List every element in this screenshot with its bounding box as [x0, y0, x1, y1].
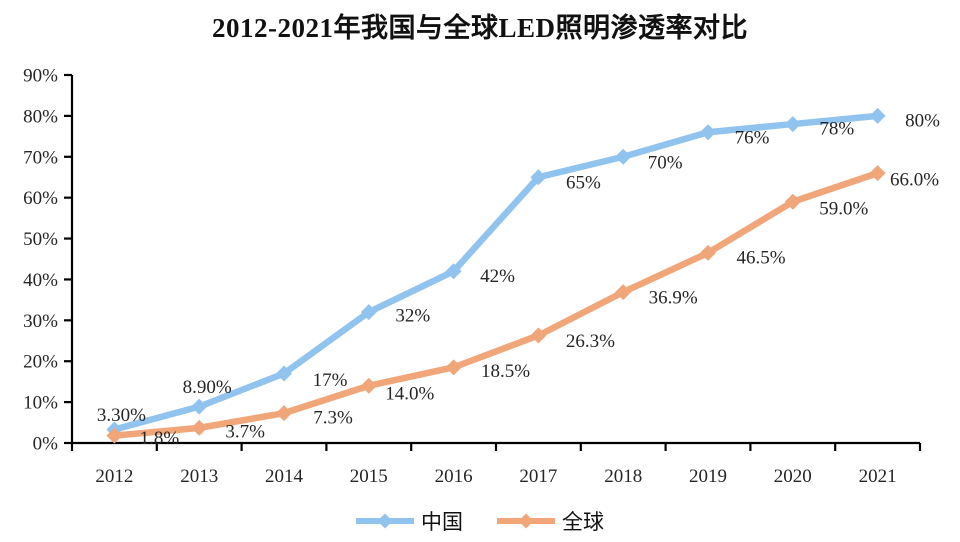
china-data-label: 42% — [480, 266, 515, 287]
global-data-label: 59.0% — [819, 198, 868, 219]
china-point-marker — [191, 398, 208, 415]
global-data-label: 7.3% — [313, 408, 353, 429]
x-axis-tick-label: 2019 — [689, 466, 727, 487]
x-axis-tick-label: 2018 — [604, 466, 642, 487]
china-point-marker — [869, 107, 886, 124]
legend-marker-icon — [356, 513, 414, 529]
global-data-label: 1.8% — [140, 428, 180, 449]
china-point-marker — [445, 263, 462, 280]
china-point-marker — [360, 304, 377, 321]
china-point-marker — [615, 148, 632, 165]
y-axis-tick-label: 0% — [33, 434, 59, 455]
global-point-marker — [360, 377, 377, 394]
global-data-label: 18.5% — [481, 361, 530, 382]
global-data-label: 14.0% — [385, 383, 434, 404]
china-data-label: 65% — [566, 173, 601, 194]
global-point-marker — [869, 165, 886, 182]
global-data-label: 66.0% — [890, 170, 939, 191]
china-data-label: 70% — [648, 152, 683, 173]
global-point-marker — [784, 193, 801, 210]
china-data-label: 76% — [735, 128, 770, 149]
x-axis-tick-label: 2021 — [859, 466, 897, 487]
legend-item-global: 全球 — [497, 506, 604, 536]
china-point-marker — [530, 169, 547, 186]
legend-label: 中国 — [421, 510, 463, 534]
legend-item-china: 中国 — [356, 506, 463, 536]
china-data-label: 78% — [819, 119, 854, 140]
y-axis-tick-label: 70% — [23, 147, 58, 168]
global-point-marker — [276, 405, 292, 422]
y-axis-tick-label: 10% — [23, 393, 58, 414]
chart-title: 2012-2021年我国与全球LED照明渗透率对比 — [211, 13, 748, 43]
y-axis-tick-label: 90% — [23, 66, 58, 87]
x-axis-tick-label: 2017 — [519, 466, 557, 487]
china-point-marker — [700, 124, 716, 141]
global-data-label: 3.7% — [225, 421, 265, 442]
global-point-marker — [106, 427, 123, 444]
china-data-label: 32% — [395, 306, 430, 327]
global-point-marker — [530, 327, 547, 344]
global-data-label: 36.9% — [649, 288, 698, 309]
x-axis-tick-label: 2016 — [435, 466, 473, 487]
china-line — [111, 112, 881, 433]
china-data-label: 3.30% — [97, 405, 146, 426]
x-axis-tick-label: 2014 — [265, 466, 304, 487]
legend-marker-icon — [497, 513, 555, 529]
x-axis-tick-label: 2020 — [774, 466, 812, 487]
x-axis-tick-label: 2015 — [350, 466, 388, 487]
global-point-marker — [700, 244, 716, 261]
y-axis-tick-label: 20% — [23, 352, 58, 373]
line-chart-plot: 0% 10% 20% 30% 40% 50% 60% 70% 80% 90% 2012 2013 201… — [23, 66, 940, 488]
x-axis-tick-label: 2012 — [95, 466, 133, 487]
legend-label: 全球 — [562, 510, 604, 534]
global-point-marker — [615, 284, 632, 301]
global-data-label: 26.3% — [566, 331, 615, 352]
china-point-marker — [276, 365, 292, 382]
legend: 中国 全球 — [0, 506, 960, 536]
x-axis-tick-label: 2013 — [180, 466, 218, 487]
global-line — [111, 169, 881, 439]
china-data-label: 17% — [313, 370, 348, 391]
global-point-marker — [191, 419, 208, 436]
china-point-marker — [784, 116, 801, 133]
china-data-label: 80% — [905, 110, 940, 131]
china-data-label: 8.90% — [183, 377, 232, 398]
y-axis-tick-label: 30% — [23, 311, 58, 332]
y-axis-tick-label: 80% — [23, 106, 58, 127]
global-data-label: 46.5% — [736, 247, 785, 268]
y-axis-tick-label: 50% — [23, 229, 58, 250]
global-point-marker — [445, 359, 462, 376]
y-axis-tick-label: 40% — [23, 270, 58, 291]
y-axis-tick-label: 60% — [23, 188, 58, 209]
